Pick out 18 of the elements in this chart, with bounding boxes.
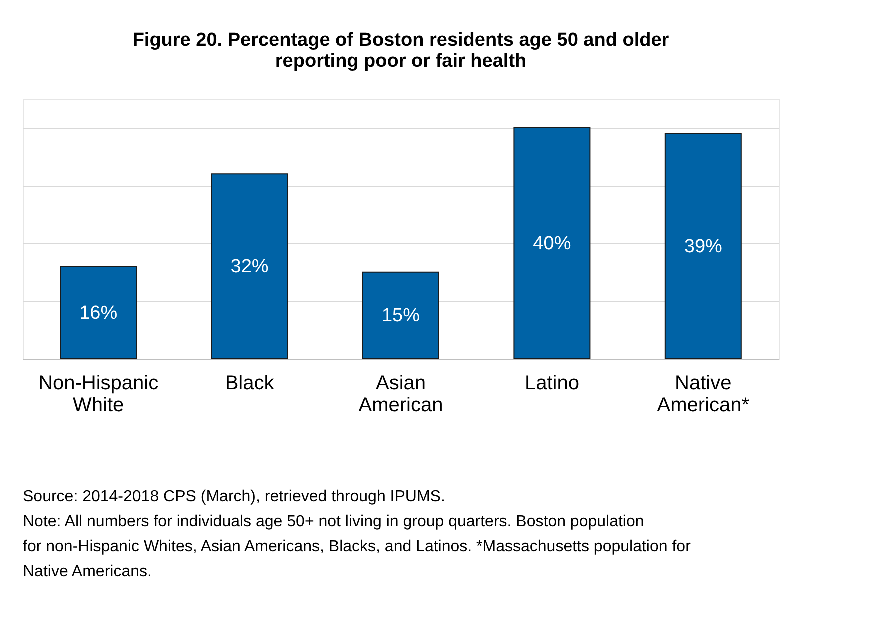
- x-tick-label: Asian American: [358, 372, 444, 416]
- bar: [664, 133, 742, 360]
- text: Note: All numbers for individuals age 50+ not living in group quarters. Boston population for non-Hispanic Whites, Asian Americans, Blacks, and Latinos. *Massachusetts population for Native Americans.: [23, 514, 692, 580]
- data-label: 15%: [382, 306, 420, 327]
- x-tick-label: Black: [225, 372, 276, 394]
- x-tick-label: Latino: [524, 372, 580, 394]
- chart-title: Figure 20. Percentage of Boston residents age 50 and older reporting poor or fair health: [132, 30, 670, 72]
- x-tick-label: Native American*: [657, 372, 750, 416]
- bar: [514, 127, 591, 360]
- data-label: 40%: [533, 233, 572, 254]
- data-label: 39%: [684, 236, 723, 258]
- bar: [362, 272, 440, 360]
- data-label: 16%: [80, 302, 118, 324]
- source-note: Source: 2014-2018 CPS (March), retrieved through IPUMS.: [23, 488, 446, 506]
- x-tick-label: Non-Hispanic White: [38, 372, 159, 416]
- bar: [211, 174, 288, 360]
- data-label: 32%: [230, 256, 269, 278]
- bar: [60, 266, 138, 360]
